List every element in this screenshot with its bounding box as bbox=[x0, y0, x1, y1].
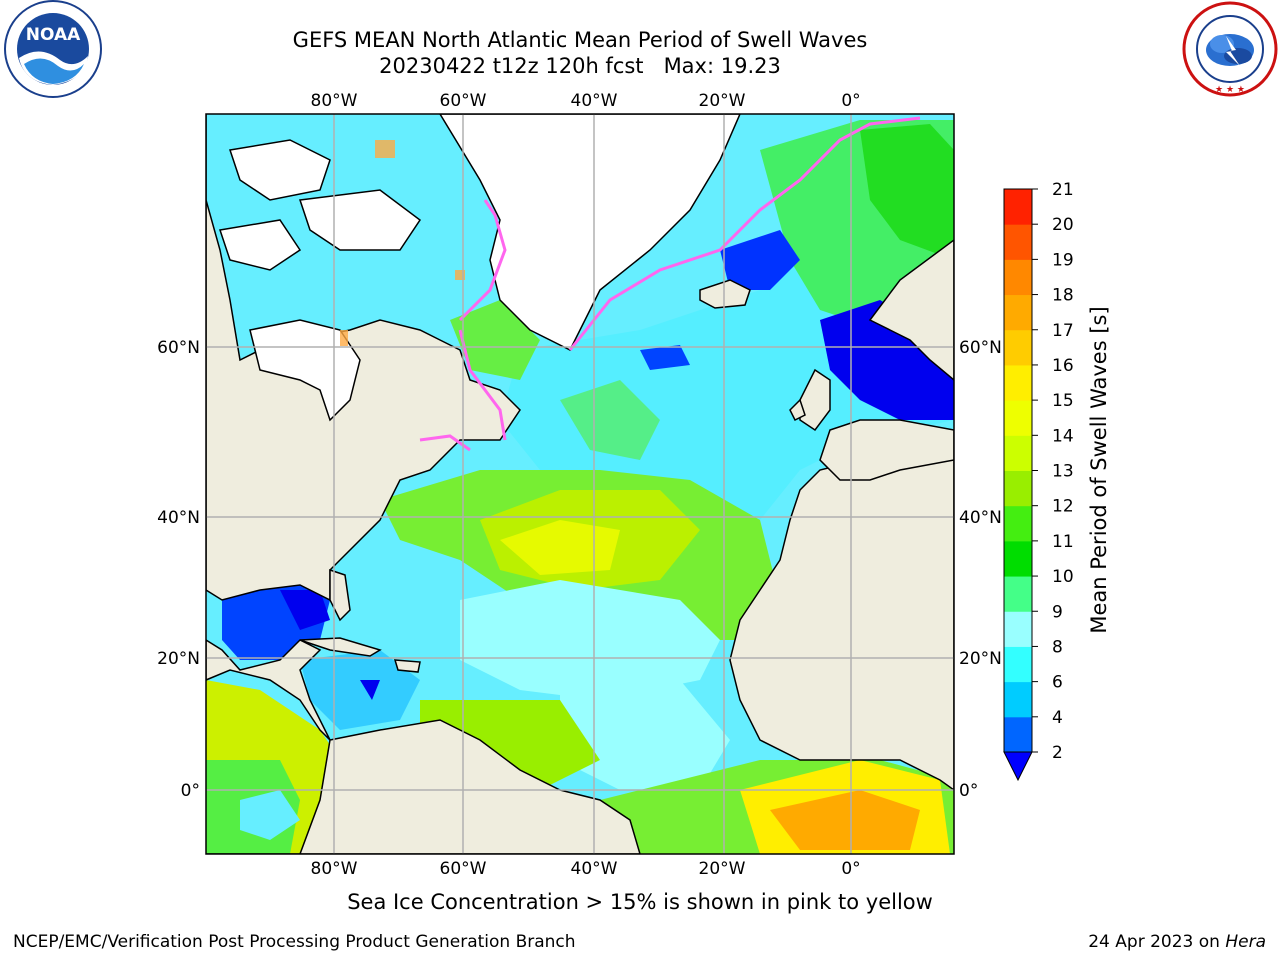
colorbar-tick-label: 19 bbox=[1052, 250, 1074, 270]
date-text: 24 Apr 2023 on bbox=[1088, 932, 1226, 952]
noaa-logo: NOAA bbox=[4, 0, 102, 98]
lat-label-right: 0° bbox=[959, 781, 978, 801]
colorbar-segment bbox=[1004, 259, 1032, 296]
lat-label-left: 40°N bbox=[157, 508, 200, 528]
colorbar-tick-label: 11 bbox=[1052, 532, 1074, 552]
colorbar-tick-label: 16 bbox=[1052, 356, 1074, 376]
colorbar-segment bbox=[1004, 470, 1032, 507]
svg-text:★ ★ ★: ★ ★ ★ bbox=[1215, 85, 1245, 95]
colorbar-tick-label: 20 bbox=[1052, 215, 1074, 235]
lon-label-top: 0° bbox=[841, 91, 860, 111]
colorbar: 2 4 6 8 9 10 11 12 13 14 15 16 17 18 19 20 21 bbox=[1003, 180, 1074, 782]
lat-label-left: 0° bbox=[181, 781, 200, 801]
lat-label-right: 40°N bbox=[959, 508, 1002, 528]
colorbar-tick-label: 13 bbox=[1052, 462, 1074, 482]
lon-label-bottom: 20°W bbox=[699, 859, 746, 879]
colorbar-tick-label: 21 bbox=[1052, 180, 1074, 200]
noaa-logo-text: NOAA bbox=[26, 25, 81, 45]
lon-label-top: 80°W bbox=[311, 91, 358, 111]
colorbar-segment bbox=[1004, 716, 1032, 753]
lon-label-bottom: 60°W bbox=[440, 859, 487, 879]
colorbar-segment bbox=[1004, 435, 1032, 471]
map-frame bbox=[205, 113, 955, 855]
colorbar-segment bbox=[1004, 329, 1032, 366]
lat-label-right: 60°N bbox=[959, 338, 1002, 358]
colorbar-segment bbox=[1004, 611, 1032, 647]
colorbar-tick-label: 2 bbox=[1052, 743, 1063, 763]
colorbar-segment bbox=[1004, 646, 1032, 683]
credit-text: NCEP/EMC/Verification Post Processing Pr… bbox=[13, 932, 576, 952]
colorbar-tick-label: 12 bbox=[1052, 497, 1074, 517]
colorbar-segment bbox=[1004, 681, 1032, 718]
colorbar-tick-label: 18 bbox=[1052, 286, 1074, 306]
sea-ice-note: Sea Ice Concentration > 15% is shown in … bbox=[347, 890, 933, 914]
colorbar-segment bbox=[1004, 576, 1032, 612]
colorbar-tick-label: 8 bbox=[1052, 637, 1063, 657]
landmass bbox=[206, 114, 954, 854]
colorbar-tick-label: 17 bbox=[1052, 321, 1074, 341]
colorbar-tick-label: 9 bbox=[1052, 602, 1063, 622]
nws-logo: ★ ★ ★ bbox=[1182, 1, 1278, 97]
colorbar-tick-label: 10 bbox=[1052, 567, 1074, 587]
lon-label-top: 20°W bbox=[699, 91, 746, 111]
colorbar-segment bbox=[1004, 224, 1032, 260]
lat-label-left: 60°N bbox=[157, 338, 200, 358]
lat-label-right: 20°N bbox=[959, 649, 1002, 669]
colorbar-segment bbox=[1004, 364, 1032, 401]
map-title: GEFS MEAN North Atlantic Mean Period of … bbox=[292, 28, 868, 52]
lat-label-left: 20°N bbox=[157, 649, 200, 669]
colorbar-under-arrow bbox=[1003, 751, 1033, 782]
map-subtitle: 20230422 t12z 120h fcst Max: 19.23 bbox=[379, 54, 781, 78]
lon-label-bottom: 80°W bbox=[311, 859, 358, 879]
lon-label-bottom: 40°W bbox=[571, 859, 618, 879]
colorbar-segment bbox=[1004, 400, 1032, 436]
lon-label-top: 60°W bbox=[440, 91, 487, 111]
lon-label-bottom: 0° bbox=[841, 859, 860, 879]
colorbar-segment bbox=[1004, 540, 1032, 577]
colorbar-tick-label: 6 bbox=[1052, 673, 1063, 693]
colorbar-label: Mean Period of Swell Waves [s] bbox=[1087, 306, 1111, 633]
colorbar-tick-label: 4 bbox=[1052, 708, 1063, 728]
colorbar-tick-label: 14 bbox=[1052, 426, 1074, 446]
date-stamp: 24 Apr 2023 on Hera bbox=[1088, 932, 1266, 952]
colorbar-segment bbox=[1004, 505, 1032, 542]
colorbar-segment bbox=[1004, 189, 1032, 225]
graticule bbox=[206, 114, 954, 854]
lon-label-top: 40°W bbox=[571, 91, 618, 111]
host-name: Hera bbox=[1225, 932, 1266, 952]
colorbar-segment bbox=[1004, 294, 1032, 331]
colorbar-tick-label: 15 bbox=[1052, 391, 1074, 411]
sea-ice-edge bbox=[419, 116, 921, 452]
